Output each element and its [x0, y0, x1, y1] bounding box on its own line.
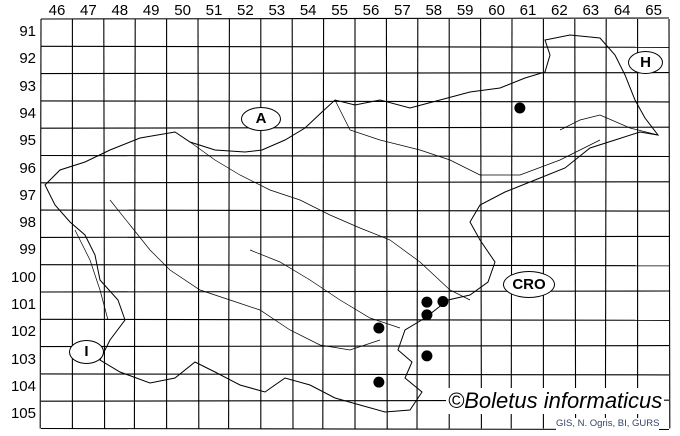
- grid-column-line: [133, 18, 136, 429]
- column-label: 56: [362, 2, 380, 19]
- row-label: 93: [19, 77, 36, 95]
- grid-column-line: [385, 18, 388, 429]
- grid-row-line: [40, 100, 670, 103]
- row-label: 97: [19, 186, 36, 204]
- grid-row-line: [40, 45, 670, 48]
- row-label: 100: [10, 268, 36, 286]
- record-marker: [421, 350, 433, 362]
- column-label: 47: [80, 2, 97, 19]
- record-marker: [514, 102, 526, 114]
- column-label: 49: [142, 2, 160, 19]
- column-label: 60: [488, 2, 505, 19]
- grid-row-line: [40, 154, 670, 158]
- row-label: 94: [19, 104, 36, 122]
- column-label: 61: [519, 2, 537, 19]
- grid-column-line: [574, 18, 577, 429]
- record-marker: [437, 296, 449, 308]
- grid-row-line: [40, 345, 670, 348]
- country-label-croatia: CRO: [503, 271, 555, 298]
- row-label: 92: [19, 50, 36, 68]
- country-label-hungary: H: [628, 51, 663, 74]
- grid-row-line: [40, 290, 670, 293]
- column-label: 57: [394, 2, 411, 19]
- column-label: 53: [268, 2, 286, 19]
- copyright-text: ©Boletus informaticus: [446, 388, 665, 414]
- record-marker: [421, 309, 433, 321]
- grid-row-line: [40, 235, 670, 238]
- grid-row-line: [40, 209, 670, 212]
- grid-column-line: [39, 18, 42, 429]
- row-label: 95: [19, 132, 36, 150]
- grid-row-line: [40, 72, 670, 75]
- record-markers: [373, 102, 526, 388]
- grid-column-line: [668, 18, 671, 429]
- country-border: [44, 34, 660, 413]
- grid-column-line: [416, 18, 419, 429]
- record-marker: [421, 296, 433, 308]
- record-marker: [373, 376, 385, 388]
- column-label: 63: [582, 2, 600, 19]
- grid-lines: [39, 17, 671, 431]
- row-label: 91: [19, 23, 36, 40]
- column-label: 65: [645, 2, 662, 19]
- column-label: 55: [331, 2, 348, 19]
- grid-row-line: [40, 181, 670, 184]
- grid-column-line: [322, 18, 325, 429]
- row-label: 102: [10, 323, 36, 341]
- grid-column-line: [604, 18, 607, 429]
- column-label: 64: [613, 2, 631, 19]
- grid-column-line: [228, 18, 230, 429]
- column-label: 50: [174, 2, 191, 19]
- row-label: 103: [10, 350, 36, 368]
- column-label: 46: [48, 2, 66, 19]
- row-label: 98: [19, 214, 36, 232]
- grid-row-line: [40, 17, 670, 20]
- row-label: 104: [10, 377, 36, 395]
- grid-column-line: [291, 18, 294, 429]
- column-label: 51: [205, 2, 223, 19]
- column-label: 48: [111, 2, 129, 19]
- grid-row-line: [40, 373, 670, 376]
- grid-row-line: [40, 126, 670, 129]
- row-label: 105: [10, 405, 36, 423]
- row-label: 96: [19, 159, 36, 177]
- column-label: 58: [425, 2, 443, 19]
- grid-column-line: [103, 18, 106, 429]
- column-label: 62: [551, 2, 568, 19]
- grid-row-line: [40, 318, 670, 321]
- country-label-italy: I: [69, 340, 104, 364]
- country-label-austria: A: [241, 107, 281, 131]
- column-label: 52: [237, 2, 254, 19]
- column-label: 59: [456, 2, 474, 19]
- grid-column-line: [510, 18, 513, 429]
- row-label: 99: [19, 241, 36, 259]
- rivers: [74, 99, 659, 351]
- grid-column-line: [197, 18, 200, 429]
- grid-column-line: [480, 18, 482, 429]
- credits-text: GIS, N. Ogris, BI, GURS: [556, 418, 660, 430]
- column-label: 54: [299, 2, 317, 19]
- record-marker: [373, 322, 385, 334]
- grid-row-line: [40, 264, 670, 267]
- row-label: 101: [10, 296, 36, 313]
